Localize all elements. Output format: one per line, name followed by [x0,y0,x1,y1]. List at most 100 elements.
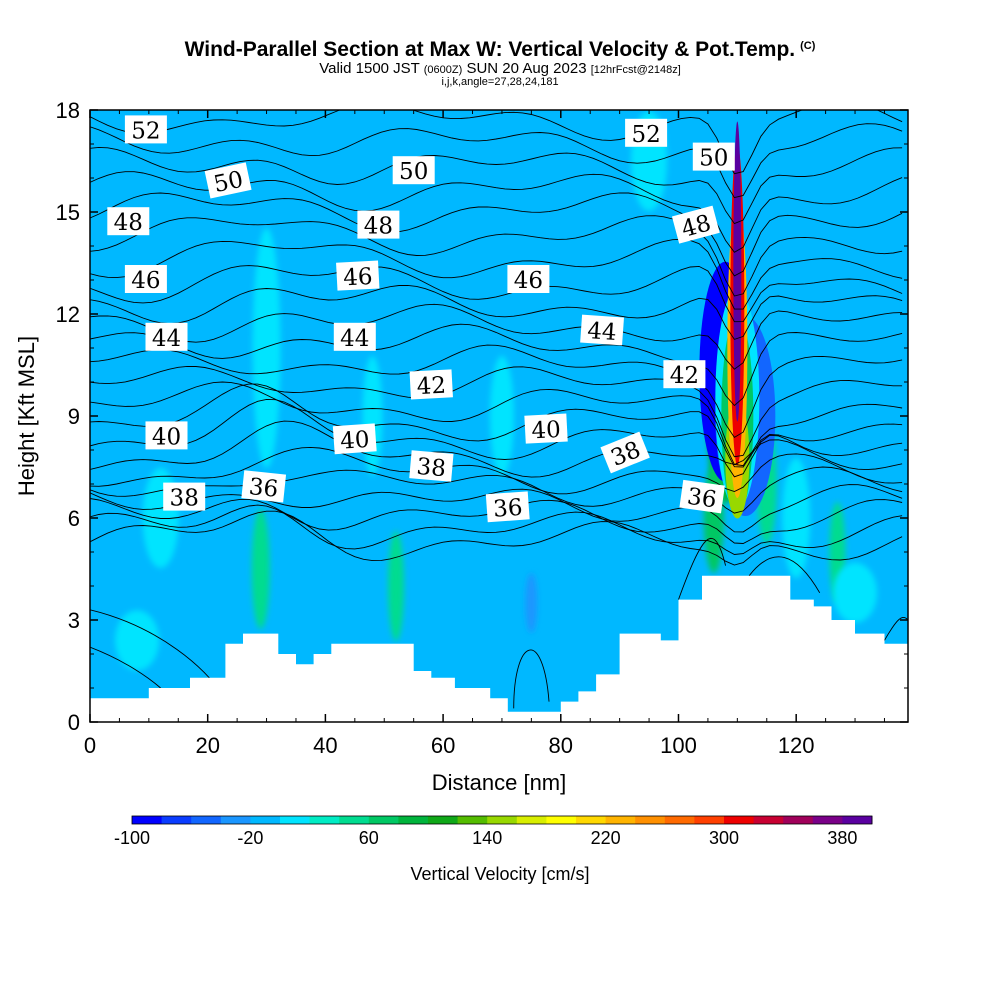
theta-label-text: 52 [631,122,660,148]
colorbar-tick-label: 300 [709,828,739,848]
theta-contours [90,110,908,709]
theta-label-text: 38 [170,486,199,512]
y-tick-label: 6 [68,506,80,531]
theta-contour-line [90,510,903,566]
theta-label-box [409,450,454,482]
colorbar-tick-label: 220 [591,828,621,848]
velocity-cell [525,573,538,633]
colorbar-frame [131,815,873,825]
y-tick-label: 0 [68,710,80,735]
x-tick-label: 100 [660,733,697,758]
theta-label-box [336,260,380,291]
theta-contour-label: 46 [507,265,550,294]
colorbar-swatch [546,816,577,824]
theta-label-box [671,205,720,244]
theta-contour-label: 48 [107,207,150,236]
theta-contour-line [90,284,903,340]
theta-contour-line [90,383,903,468]
colorbar-swatch [812,816,843,824]
colorbar-swatch [457,816,488,824]
theta-label-text: 46 [343,264,374,291]
theta-contour-line [90,110,903,175]
theta-label-box [332,423,377,455]
theta-label-text: 46 [131,268,160,294]
theta-label-text: 44 [586,318,617,346]
theta-contour-line [90,420,903,478]
theta-contour-line [748,556,821,594]
colorbar-swatch [161,816,192,824]
theta-label-box [163,482,206,511]
forecast-note-text: [12hrFcst@2148z] [590,64,681,76]
colorbar-tick-label: -20 [237,828,263,848]
theta-label-box [580,314,624,346]
theta-label-text: 44 [152,326,181,352]
colorbar-swatch [220,816,251,824]
colorbar-swatch [191,816,222,824]
theta-contour-label: 36 [679,479,725,514]
velocity-cell [388,531,405,641]
chart-title: Wind-Parallel Section at Max W: Vertical… [0,38,1000,62]
valid-time-line: Valid 1500 JST (0600Z) SUN 20 Aug 2023 [… [0,60,1000,77]
theta-contour-label: 50 [204,162,252,199]
velocity-cell [833,562,878,623]
colorbar-label: Vertical Velocity [cm/s] [410,864,589,884]
theta-label-box [145,421,188,450]
theta-contour-line [90,466,903,514]
theta-contour-line [90,365,903,458]
colorbar-swatch [428,816,459,824]
theta-contour-line [90,484,903,533]
theta-contour-line [90,192,903,277]
theta-label-box [107,207,150,236]
theta-label-box [409,369,453,400]
theta-label-text: 40 [152,424,181,450]
colorbar-swatch [280,816,311,824]
theta-label-text: 36 [248,474,280,503]
theta-label-box [485,491,530,523]
theta-contour-label: 42 [663,360,706,389]
terrain-mask [90,575,908,722]
theta-label-text: 46 [514,268,543,294]
colorbar-tick-label: 60 [359,828,379,848]
theta-label-text: 40 [339,427,370,455]
theta-contour-line [90,238,903,310]
colorbar-swatch [783,816,814,824]
x-tick-label: 80 [549,733,573,758]
theta-contour-label: 40 [332,423,377,455]
colorbar-swatch [250,816,281,824]
theta-label-box [357,210,400,239]
theta-label-box [124,115,167,144]
colorbar-swatch [576,816,607,824]
theta-label-box [507,265,550,293]
x-tick-label: 0 [84,733,96,758]
theta-label-box [679,479,725,514]
colorbar-swatch [605,816,636,824]
theta-label-text: 50 [211,167,245,199]
colorbar-swatch [694,816,725,824]
y-axis-label: Height [Kft MSL] [14,336,39,496]
x-tick-label: 40 [313,733,337,758]
colorbar-swatch [664,816,695,824]
theta-label-text: 38 [415,454,446,482]
theta-contour-label: 38 [409,450,454,482]
y-tick-label: 9 [68,404,80,429]
theta-label-box [524,413,568,444]
colorbar-swatch [132,816,163,824]
valid-date-text: SUN 20 Aug 2023 [466,60,587,77]
x-axis: 0 20 40 60 80 100 120 [84,110,885,758]
theta-contour-label: 40 [145,421,188,450]
theta-label-box [392,156,435,185]
theta-contour-line [90,265,903,323]
theta-label-box [600,431,650,474]
colorbar-swatch [339,816,370,824]
theta-contour-label: 48 [357,210,400,240]
theta-label-box [241,470,287,503]
x-tick-label: 60 [431,733,455,758]
theta-contour-label: 36 [485,491,530,523]
theta-contour-line [90,446,903,495]
theta-contour-line [513,649,550,709]
velocity-cell [362,356,383,476]
theta-contour-line [90,303,903,370]
theta-contour-line [90,146,903,225]
theta-label-text: 48 [114,210,143,236]
